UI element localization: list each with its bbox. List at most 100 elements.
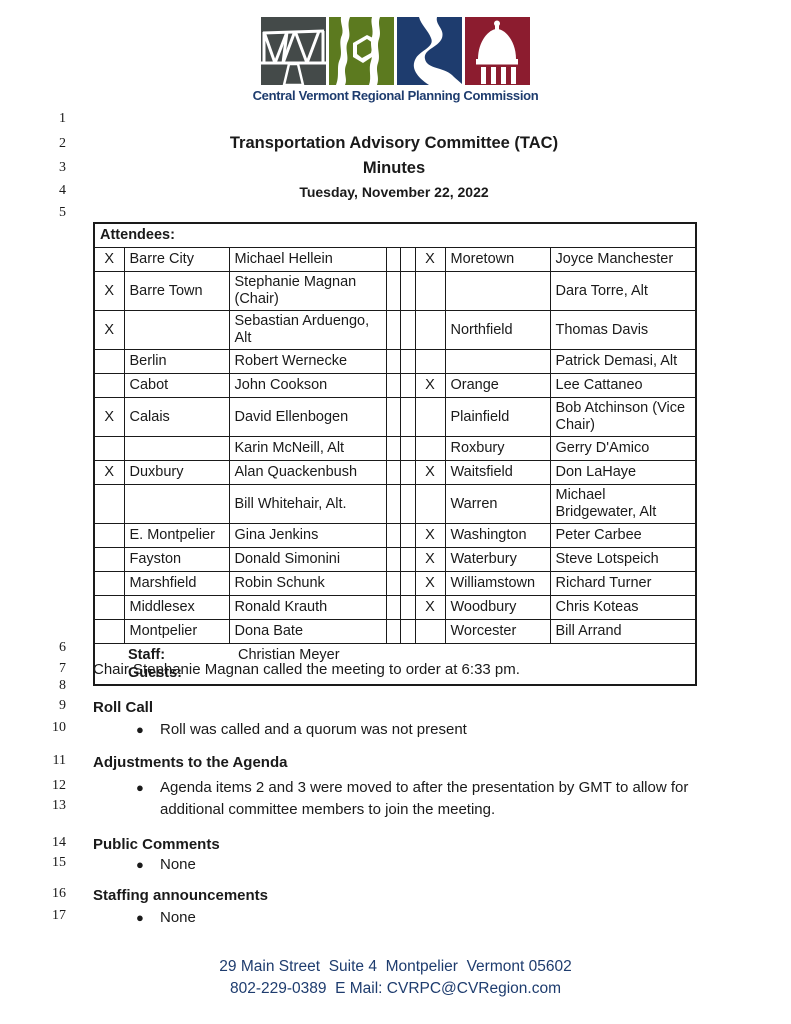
present-mark [414, 619, 446, 644]
line-number: 2 [59, 136, 66, 151]
town-cell: Middlesex [123, 595, 230, 620]
spacer-cell [399, 619, 416, 644]
line-number: 1 [59, 111, 66, 126]
present-mark [93, 373, 125, 398]
vermont-state-icon [329, 17, 394, 85]
footer-address: 29 Main Street Suite 4 Montpelier Vermon… [219, 958, 572, 975]
line-number: 16 [52, 886, 66, 901]
present-mark [414, 436, 446, 461]
bullet-icon: ● [136, 857, 144, 872]
table-row: Middlesex Ronald Krauth X Woodbury Chris Kot… [93, 595, 697, 620]
line-number: 10 [52, 720, 66, 735]
staff-label: Staff: [128, 647, 166, 663]
page-title: Transportation Advisory Committee (TAC) [229, 134, 559, 152]
spacer-cell [385, 595, 401, 620]
spacer-cell [399, 373, 416, 398]
member-cell: Richard Turner [549, 571, 697, 596]
town-cell: Warren [444, 484, 551, 524]
present-mark: X [414, 523, 446, 548]
present-mark: X [93, 397, 125, 437]
member-cell: Karin McNeill, Alt [228, 436, 387, 461]
section-heading: Public Comments [93, 836, 220, 853]
town-cell: Duxbury [123, 460, 230, 485]
member-cell: Michael Bridgewater, Alt [549, 484, 697, 524]
present-mark [93, 595, 125, 620]
present-mark: X [414, 460, 446, 485]
town-cell [123, 310, 230, 350]
line-number: 13 [52, 798, 66, 813]
member-cell: Patrick Demasi, Alt [549, 349, 697, 374]
spacer-cell [385, 436, 401, 461]
member-cell: Robin Schunk [228, 571, 387, 596]
spacer-cell [385, 271, 401, 311]
town-cell: Orange [444, 373, 551, 398]
present-mark [93, 619, 125, 644]
town-cell: Williamstown [444, 571, 551, 596]
bullet-icon: ● [136, 910, 144, 925]
town-cell: Waitsfield [444, 460, 551, 485]
spacer-cell [385, 373, 401, 398]
spacer-cell [399, 247, 416, 272]
bullet-icon: ● [136, 780, 144, 795]
town-cell: Fayston [123, 547, 230, 572]
present-mark [414, 271, 446, 311]
bullet-item: ● None [136, 907, 196, 929]
line-number: 8 [59, 678, 66, 693]
attendees-table-wrap: Attendees: X Barre City Michael Hellein X Mo… [93, 222, 698, 686]
spacer-cell [385, 460, 401, 485]
line-number: 4 [59, 183, 66, 198]
table-row: Karin McNeill, Alt Roxbury Gerry D'Amico [93, 436, 697, 461]
present-mark: X [93, 310, 125, 350]
town-cell: Barre Town [123, 271, 230, 311]
spacer-cell [399, 271, 416, 311]
cvrpc-logo [0, 17, 791, 85]
bullet-text: Agenda items 2 and 3 were moved to after… [160, 779, 689, 818]
line-number: 12 [52, 778, 66, 793]
spacer-cell [385, 547, 401, 572]
member-cell: Bob Atchinson (Vice Chair) [549, 397, 697, 437]
present-mark [93, 436, 125, 461]
staff-guests-row: Staff: Christian Meyer Guests: [93, 643, 697, 686]
table-row: X Barre Town Stephanie Magnan (Chair) Dara … [93, 271, 697, 311]
bullet-icon: ● [136, 722, 144, 737]
present-mark: X [414, 247, 446, 272]
town-cell: Roxbury [444, 436, 551, 461]
member-cell: Thomas Davis [549, 310, 697, 350]
line-number: 5 [59, 205, 66, 220]
town-cell: Calais [123, 397, 230, 437]
line-number: 14 [52, 835, 66, 850]
table-row: Montpelier Dona Bate Worcester Bill Arrand [93, 619, 697, 644]
town-cell: Plainfield [444, 397, 551, 437]
line-number: 9 [59, 698, 66, 713]
table-row: E. Montpelier Gina Jenkins X Washington Pete… [93, 523, 697, 548]
present-mark [93, 349, 125, 374]
present-mark [414, 310, 446, 350]
member-cell: John Cookson [228, 373, 387, 398]
town-cell: Washington [444, 523, 551, 548]
page-subtitle: Minutes [362, 159, 426, 177]
present-mark: X [414, 547, 446, 572]
member-cell: Robert Wernecke [228, 349, 387, 374]
org-name: Central Vermont Regional Planning Commis… [252, 88, 539, 103]
bullet-text: Roll was called and a quorum was not pre… [160, 721, 467, 738]
present-mark: X [414, 373, 446, 398]
spacer-cell [399, 460, 416, 485]
attendees-header-row: Attendees: [93, 222, 697, 248]
bullet-item: ● Roll was called and a quorum was not pr… [136, 719, 467, 741]
table-row: Cabot John Cookson X Orange Lee Cattaneo [93, 373, 697, 398]
spacer-cell [385, 349, 401, 374]
attendees-header: Attendees: [93, 222, 697, 248]
bullet-text: None [160, 909, 196, 926]
present-mark [414, 484, 446, 524]
present-mark: X [414, 571, 446, 596]
guests-label: Guests: [128, 665, 182, 681]
member-cell: Sebastian Arduengo, Alt [228, 310, 387, 350]
member-cell: Dona Bate [228, 619, 387, 644]
spacer-cell [385, 571, 401, 596]
staff-line: Staff: Christian Meyer [100, 646, 690, 664]
present-mark [93, 547, 125, 572]
member-cell: Ronald Krauth [228, 595, 387, 620]
present-mark: X [93, 460, 125, 485]
spacer-cell [385, 397, 401, 437]
